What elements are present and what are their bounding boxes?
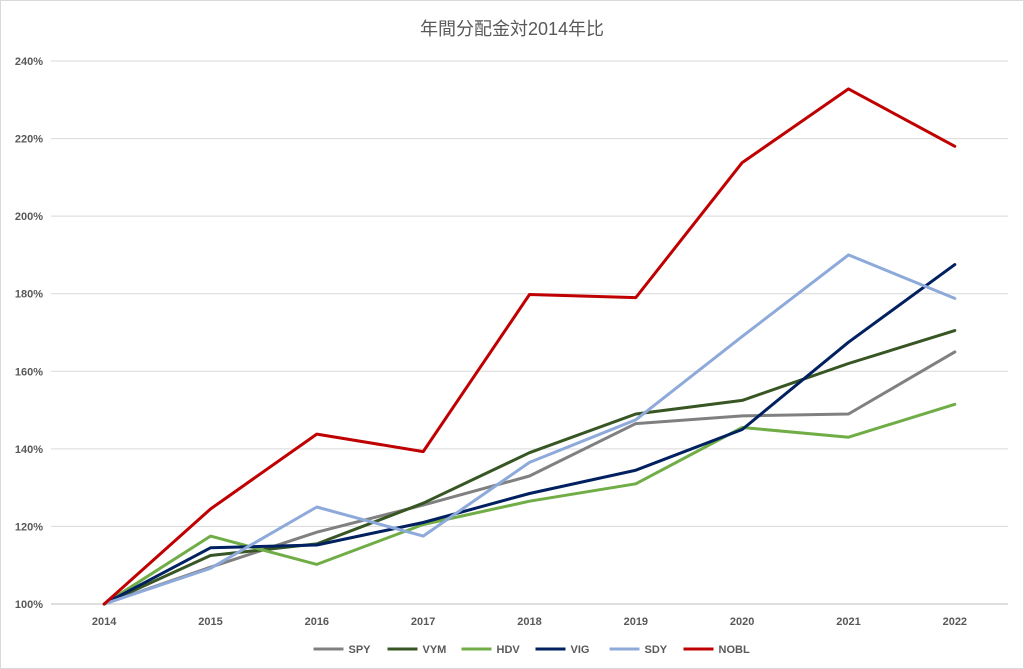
y-tick-label: 220% [15, 134, 43, 146]
chart-title: 年間分配金対2014年比 [420, 19, 604, 39]
series-line-sdy [102, 253, 957, 606]
legend-item-hdv: HDV [461, 644, 521, 656]
legend-label: SDY [645, 644, 668, 656]
y-tick-label: 180% [15, 289, 43, 301]
x-tick-label: 2018 [517, 616, 541, 628]
x-tick-label: 2021 [836, 616, 860, 628]
legend-label: VIG [571, 644, 590, 656]
x-tick-label: 2019 [624, 616, 648, 628]
series-line-spy [102, 350, 957, 606]
legend-label: VYM [423, 644, 447, 656]
x-tick-label: 2020 [730, 616, 754, 628]
y-tick-label: 140% [15, 444, 43, 456]
x-tick-label: 2016 [305, 616, 329, 628]
axes: 100% 120% 140% 160% 180% 200% 220% 240% 2014 2015… [15, 56, 967, 628]
legend-item-vig: VIG [535, 644, 590, 656]
series-lines [102, 87, 957, 606]
legend-label: NOBL [719, 644, 750, 656]
legend: SPY VYM HDV VIG SDY NOBL [313, 644, 750, 656]
x-tick-label: 2017 [411, 616, 435, 628]
series-line-vym [102, 329, 957, 606]
legend-item-nobl: NOBL [683, 644, 750, 656]
legend-item-vym: VYM [387, 644, 447, 656]
legend-label: HDV [497, 644, 521, 656]
y-tick-label: 160% [15, 366, 43, 378]
x-tick-label: 2014 [92, 616, 117, 628]
x-tick-label: 2022 [943, 616, 967, 628]
legend-item-sdy: SDY [609, 644, 668, 656]
y-tick-label: 200% [15, 211, 43, 223]
x-tick-label: 2015 [198, 616, 222, 628]
series-line-hdv [102, 402, 957, 606]
y-tick-label: 120% [15, 521, 43, 533]
legend-label: SPY [349, 644, 372, 656]
legend-item-spy: SPY [313, 644, 372, 656]
series-line-nobl [102, 87, 957, 606]
y-tick-label: 100% [15, 599, 43, 611]
y-tick-label: 240% [15, 56, 43, 68]
